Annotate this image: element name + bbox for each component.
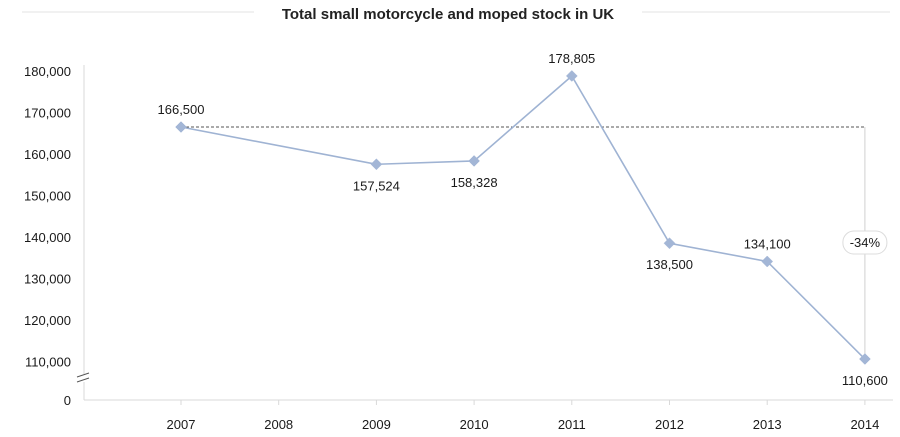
x-tick-label: 2014 [850,417,879,432]
y-tick-label: 130,000 [24,272,71,287]
y-tick-label: 150,000 [24,189,71,204]
axes: 180,000 170,000 160,000 150,000 140,000 130,0… [24,64,893,432]
plot-area [175,70,871,365]
x-tick-label: 2012 [655,417,684,432]
y-tick-label: 170,000 [24,106,71,121]
data-label: 138,500 [646,257,693,272]
y-tick-label: 160,000 [24,147,71,162]
axis-break-mark [76,372,90,378]
data-point-marker [761,255,774,268]
reference-layer: -34% [181,126,888,360]
y-tick-label: 0 [64,393,71,408]
data-label: 166,500 [158,102,205,117]
x-tick-label: 2010 [460,417,489,432]
data-label: 157,524 [353,178,400,193]
data-label: 158,328 [451,175,498,190]
data-labels: 166,500 157,524 158,328 178,805 138,500 134,1… [158,51,888,388]
data-point-marker [859,353,871,365]
x-tick-label: 2013 [753,417,782,432]
x-tick-label: 2008 [264,417,293,432]
y-tick-label: 140,000 [24,230,71,245]
x-tick-label: 2009 [362,417,391,432]
change-annotation-box [842,230,888,255]
data-label: 134,100 [744,236,791,251]
change-annotation-label: -34% [850,235,881,250]
data-point-marker [565,70,578,82]
data-point-marker [663,237,676,250]
y-tick-label: 120,000 [24,313,71,328]
y-tick-label: 110,000 [25,355,71,370]
series-line [180,74,866,360]
x-tick-label: 2011 [558,417,586,432]
data-label: 110,600 [842,373,888,388]
data-label: 178,805 [548,51,595,66]
data-point-marker [370,158,383,171]
data-point-marker [175,121,187,133]
y-tick-label: 180,000 [24,64,71,79]
x-tick-label: 2007 [167,417,196,432]
chart-title: Total small motorcycle and moped stock i… [282,6,614,23]
chart-title-group: Total small motorcycle and moped stock i… [22,6,890,23]
axis-break-mark [76,377,90,383]
data-point-marker [468,155,480,167]
